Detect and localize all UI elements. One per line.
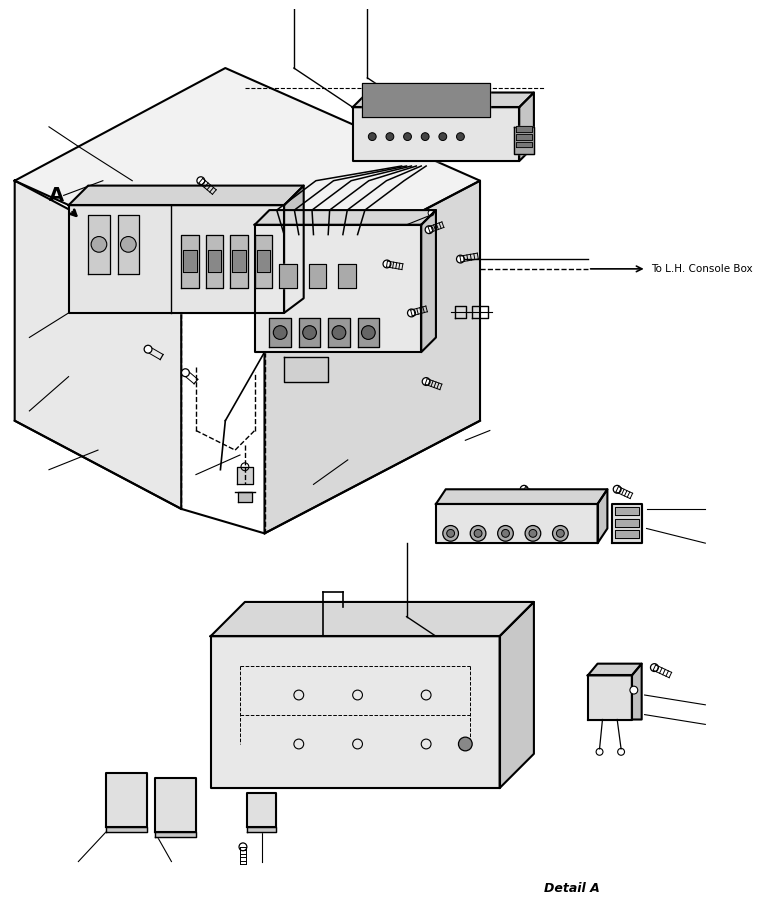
Circle shape: [239, 843, 247, 851]
Circle shape: [361, 326, 375, 339]
Circle shape: [425, 226, 433, 234]
Polygon shape: [15, 68, 480, 293]
Polygon shape: [436, 504, 598, 543]
Polygon shape: [69, 205, 284, 313]
Polygon shape: [338, 264, 355, 288]
Circle shape: [457, 133, 464, 140]
Circle shape: [439, 133, 447, 140]
Polygon shape: [118, 215, 139, 274]
Polygon shape: [106, 774, 147, 827]
Polygon shape: [516, 142, 532, 147]
Circle shape: [553, 526, 568, 541]
Polygon shape: [255, 235, 272, 288]
Polygon shape: [299, 318, 320, 348]
Polygon shape: [587, 675, 632, 720]
Text: A: A: [50, 186, 64, 205]
Circle shape: [303, 326, 317, 339]
Polygon shape: [15, 181, 181, 509]
Polygon shape: [353, 107, 519, 161]
Circle shape: [408, 309, 416, 317]
Circle shape: [529, 530, 537, 537]
Circle shape: [502, 530, 509, 537]
Circle shape: [613, 485, 621, 493]
Polygon shape: [436, 490, 608, 504]
Circle shape: [368, 133, 376, 140]
Polygon shape: [353, 93, 534, 107]
Circle shape: [332, 326, 346, 339]
Polygon shape: [257, 250, 270, 272]
Polygon shape: [279, 264, 297, 288]
Circle shape: [443, 526, 458, 541]
Polygon shape: [328, 318, 350, 348]
Polygon shape: [255, 210, 436, 225]
Polygon shape: [615, 519, 639, 527]
Polygon shape: [516, 126, 532, 132]
Polygon shape: [615, 531, 639, 539]
Polygon shape: [247, 793, 276, 827]
Circle shape: [458, 737, 472, 751]
Text: To L.H. Console Box: To L.H. Console Box: [652, 264, 753, 274]
Polygon shape: [269, 318, 291, 348]
Circle shape: [525, 526, 541, 541]
Polygon shape: [362, 83, 490, 117]
Polygon shape: [207, 250, 221, 272]
Polygon shape: [88, 215, 110, 274]
Circle shape: [386, 133, 394, 140]
Polygon shape: [230, 235, 248, 288]
Circle shape: [471, 526, 486, 541]
Polygon shape: [499, 602, 534, 788]
Circle shape: [557, 530, 564, 537]
Polygon shape: [155, 832, 196, 837]
Circle shape: [91, 237, 107, 252]
Polygon shape: [612, 504, 642, 543]
Polygon shape: [519, 93, 534, 161]
Polygon shape: [211, 602, 534, 636]
Circle shape: [121, 237, 136, 252]
Polygon shape: [247, 827, 276, 832]
Polygon shape: [421, 210, 436, 352]
Polygon shape: [69, 186, 303, 205]
Circle shape: [447, 530, 454, 537]
Circle shape: [650, 663, 659, 672]
Circle shape: [423, 378, 430, 386]
Circle shape: [520, 485, 528, 493]
Polygon shape: [309, 264, 326, 288]
Polygon shape: [514, 126, 534, 155]
Polygon shape: [284, 186, 303, 313]
Polygon shape: [237, 467, 253, 484]
Circle shape: [197, 177, 205, 185]
Polygon shape: [106, 827, 147, 832]
Polygon shape: [632, 663, 642, 720]
Circle shape: [273, 326, 287, 339]
Circle shape: [144, 345, 152, 353]
Polygon shape: [265, 181, 480, 533]
Circle shape: [181, 369, 190, 377]
Text: Detail A: Detail A: [543, 883, 599, 895]
Circle shape: [421, 133, 429, 140]
Circle shape: [498, 526, 513, 541]
Polygon shape: [232, 250, 246, 272]
Polygon shape: [615, 507, 639, 515]
Circle shape: [403, 133, 412, 140]
Polygon shape: [255, 225, 421, 352]
Polygon shape: [238, 492, 252, 502]
Circle shape: [428, 210, 434, 216]
Circle shape: [457, 255, 464, 263]
Polygon shape: [587, 663, 642, 675]
Polygon shape: [284, 357, 328, 381]
Polygon shape: [358, 318, 379, 348]
Polygon shape: [183, 250, 197, 272]
Polygon shape: [211, 636, 499, 788]
Polygon shape: [206, 235, 224, 288]
Circle shape: [383, 260, 391, 268]
Polygon shape: [598, 490, 608, 543]
Circle shape: [474, 530, 482, 537]
Circle shape: [630, 686, 638, 694]
Polygon shape: [181, 235, 199, 288]
Polygon shape: [155, 778, 196, 832]
Polygon shape: [516, 134, 532, 139]
